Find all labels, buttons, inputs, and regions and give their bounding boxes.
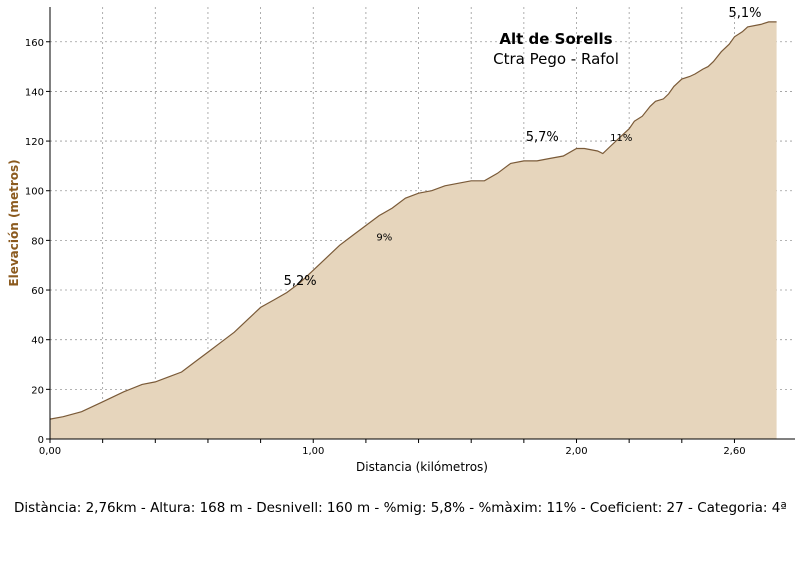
y-tick-label: 100: [25, 187, 44, 198]
y-tick-label: 40: [31, 336, 44, 347]
y-tick-label: 120: [25, 137, 44, 148]
x-tick-label: 2,00: [565, 446, 587, 457]
axes: [46, 7, 795, 443]
grade-annotation: 9%: [376, 232, 392, 243]
y-tick-label: 140: [25, 87, 44, 98]
y-tick-label: 80: [31, 236, 44, 247]
chart-subtitle: Ctra Pego - Rafol: [493, 50, 619, 68]
x-tick-label: 0,00: [39, 446, 61, 457]
y-tick-label: 60: [31, 286, 44, 297]
grade-annotation: 5,2%: [284, 274, 317, 289]
grade-annotation: 5,7%: [526, 130, 559, 145]
y-axis-title: Elevación (metros): [7, 159, 21, 286]
chart-title: Alt de Sorells: [499, 30, 612, 48]
x-tick-label: 2,60: [723, 446, 745, 457]
grade-annotation: 11%: [610, 133, 632, 144]
y-tick-label: 20: [31, 385, 44, 396]
y-tick-label: 0: [38, 435, 44, 446]
grade-annotation: 5,1%: [728, 6, 761, 21]
route-summary: Distància: 2,76km - Altura: 168 m - Desn…: [14, 500, 787, 516]
annotations: 5,2% 9% 5,7% 11% 5,1%: [284, 6, 762, 289]
y-tick-label: 160: [25, 38, 44, 49]
elevation-line: [49, 21, 777, 420]
x-axis-title: Distancia (kilómetros): [356, 460, 488, 474]
x-tick-label: 1,00: [302, 446, 324, 457]
tick-labels: 0 20 40 60 80 100 120 140 160 0,00 1,00 2,00 2,60: [25, 38, 746, 457]
elevation-chart: 0 20 40 60 80 100 120 140 160 0,00 1,00 2,00 2,60 5,…: [7, 6, 795, 474]
